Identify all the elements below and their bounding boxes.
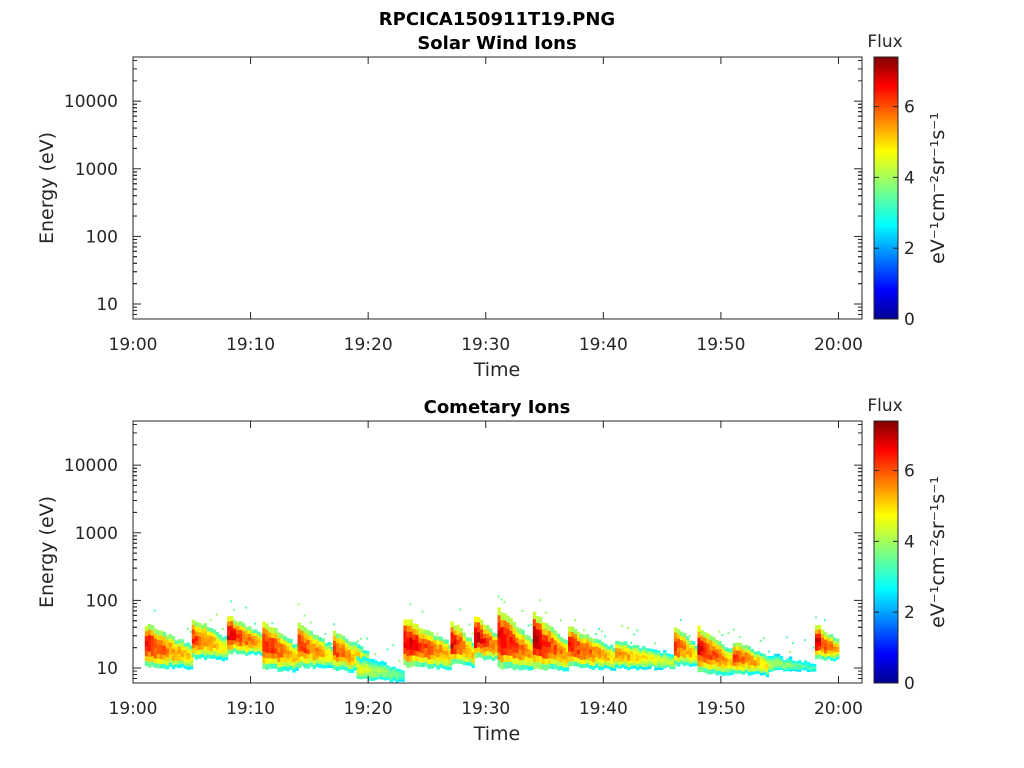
colorbar-top: Flux 0 2 4 6 eV⁻¹cm⁻²sr⁻¹s⁻¹	[867, 32, 949, 330]
y-tick-label: 10000	[64, 456, 118, 476]
solar-wind-ions-panel: Solar Wind Ions 19:00 19:10 19:20 19:30 19:4…	[36, 33, 863, 381]
colorbar-tick-label: 6	[904, 462, 915, 482]
spectrogram-layer	[144, 595, 840, 683]
y-axis-label: Energy (eV)	[36, 132, 58, 244]
colorbar-tick-label: 2	[904, 603, 915, 623]
colorbar-ticks: 0 2 4 6	[874, 462, 915, 694]
flux-burst	[615, 625, 676, 671]
y-tick-label: 1000	[75, 160, 118, 180]
colorbar-bottom: Flux 0 2 4 6 eV⁻¹cm⁻²sr⁻¹s⁻¹	[867, 396, 949, 694]
y-tick-label: 100	[86, 591, 118, 611]
axes: 19:00 19:10 19:20 19:30 19:40 19:50 20:00 10 100…	[64, 421, 863, 719]
x-tick-label: 19:40	[579, 335, 628, 355]
colorbar-tick-label: 2	[904, 239, 915, 259]
flux-burst	[673, 619, 699, 667]
flux-burst	[450, 608, 475, 668]
colorbar-title: Flux	[867, 32, 902, 52]
flux-burst	[297, 603, 334, 669]
colorbar-tick-label: 4	[904, 168, 915, 188]
x-tick-label: 19:00	[109, 335, 158, 355]
colorbar-label: eV⁻¹cm⁻²sr⁻¹s⁻¹	[927, 112, 949, 264]
x-axis-label: Time	[473, 359, 521, 381]
flux-burst	[697, 625, 734, 676]
y-tick-label: 100	[86, 227, 118, 247]
flux-burst	[403, 603, 452, 671]
x-tick-label: 19:20	[344, 699, 393, 719]
colorbar-ticks: 0 2 4 6	[874, 98, 915, 330]
colorbar-title: Flux	[867, 396, 902, 416]
cometary-ions-panel: Cometary Ions 19:00 19:10 19:20 19:30 19:40 1…	[36, 397, 863, 745]
x-tick-label: 19:20	[344, 335, 393, 355]
panel-title: Solar Wind Ions	[417, 33, 576, 54]
x-tick-label: 19:10	[226, 335, 275, 355]
x-tick-label: 19:30	[461, 335, 510, 355]
flux-burst	[144, 609, 194, 670]
x-tick-label: 19:50	[696, 335, 745, 355]
colorbar-tick-label: 4	[904, 532, 915, 552]
flux-burst	[568, 619, 617, 671]
flux-burst	[497, 595, 534, 671]
axes: 19:00 19:10 19:20 19:30 19:40 19:50 20:00 10 100…	[64, 57, 863, 355]
flux-burst	[227, 600, 264, 656]
x-axis-label: Time	[473, 723, 521, 745]
colorbar-tick-label: 0	[904, 310, 915, 330]
colorbar-scale	[873, 420, 899, 684]
y-axis-label: Energy (eV)	[36, 496, 58, 608]
x-tick-label: 20:00	[814, 699, 863, 719]
colorbar-scale	[873, 56, 899, 320]
y-tick-label: 10	[96, 659, 118, 679]
y-tick-label: 10	[96, 295, 118, 315]
flux-burst	[532, 599, 570, 672]
flux-burst	[815, 616, 840, 662]
panel-title: Cometary Ions	[424, 397, 571, 418]
colorbar-tick-label: 6	[904, 98, 915, 118]
x-tick-label: 19:50	[696, 699, 745, 719]
x-tick-label: 20:00	[814, 335, 863, 355]
colorbar-tick-label: 0	[904, 674, 915, 694]
plot-box	[132, 420, 863, 684]
x-tick-label: 19:40	[579, 699, 628, 719]
x-tick-label: 19:00	[109, 699, 158, 719]
flux-burst	[262, 621, 299, 673]
flux-burst	[356, 644, 405, 683]
x-tick-label: 19:30	[461, 699, 510, 719]
y-tick-label: 10000	[64, 92, 118, 112]
y-tick-label: 1000	[75, 524, 118, 544]
plot-box	[132, 56, 863, 320]
x-tick-label: 19:10	[226, 699, 275, 719]
flux-burst	[474, 616, 499, 661]
colorbar-label: eV⁻¹cm⁻²sr⁻¹s⁻¹	[927, 476, 949, 628]
figure-title: RPCICA150911T19.PNG	[379, 9, 615, 30]
flux-burst	[732, 628, 770, 677]
flux-burst	[767, 636, 817, 673]
flux-burst	[191, 613, 229, 662]
